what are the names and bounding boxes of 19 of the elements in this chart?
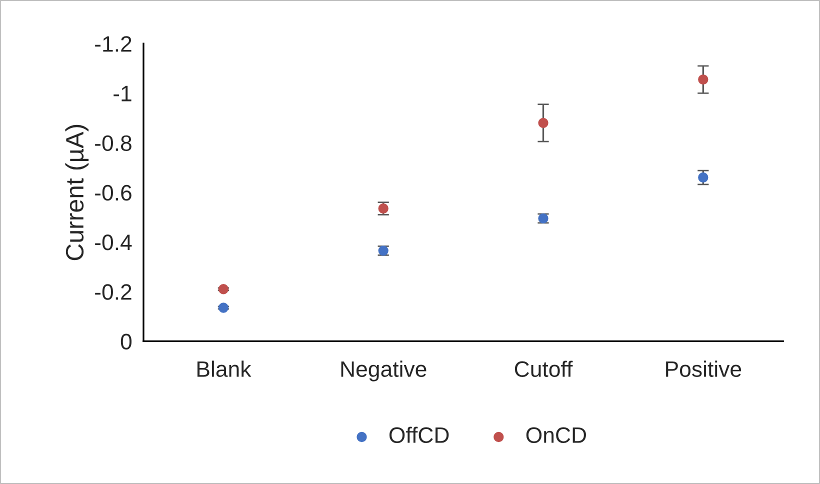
y-tick-label: -0.6 <box>95 184 132 201</box>
y-tick-label: 0 <box>120 334 132 350</box>
point <box>698 172 708 183</box>
legend-label: OnCD <box>526 427 586 444</box>
y-tick-label: -1.2 <box>95 36 132 52</box>
x-tick-label: Negative <box>341 360 426 382</box>
y-tick-label: -0.4 <box>95 234 132 250</box>
y-tick-label: -0.8 <box>95 135 132 152</box>
point <box>218 284 229 294</box>
point <box>218 302 229 313</box>
point <box>698 74 708 85</box>
y-tick-label: -1 <box>114 86 132 102</box>
x-tick-label: Positive <box>666 360 742 377</box>
x-tick-label: Blank <box>197 360 252 377</box>
x-tick-label: Cutoff <box>514 360 573 377</box>
legend-label: OffCD <box>389 426 449 444</box>
y-axis-title: Current (µA) <box>65 124 89 260</box>
y-tick-label: -0.2 <box>95 284 132 300</box>
point <box>538 118 548 128</box>
